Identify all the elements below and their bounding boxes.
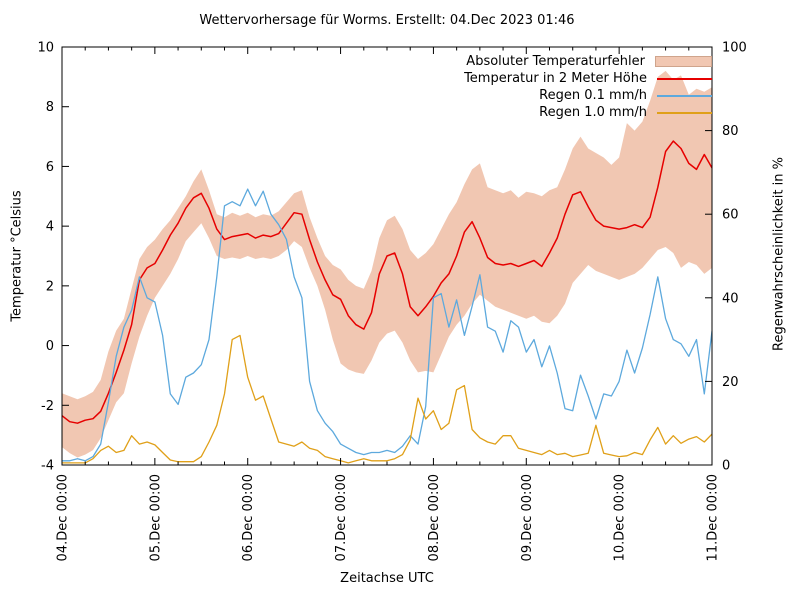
legend-label-temperature: Temperatur in 2 Meter Höhe bbox=[464, 71, 647, 86]
legend-label-rain-01: Regen 0.1 mm/h bbox=[539, 88, 647, 103]
x-tick-label: 04.Dec 00:00 bbox=[56, 474, 71, 561]
y-left-tick-label: 8 bbox=[46, 100, 54, 115]
x-tick-label: 10.Dec 00:00 bbox=[613, 474, 628, 561]
legend-item-rain-01: Regen 0.1 mm/h bbox=[464, 87, 712, 104]
temperature-line bbox=[62, 140, 712, 424]
legend-label-temperature-error: Absoluter Temperaturfehler bbox=[466, 54, 645, 69]
y-right-tick-label: 100 bbox=[722, 41, 747, 56]
y-axis-title-right: Regenwahrscheinlichkeit in % bbox=[771, 157, 787, 351]
x-tick-label: 07.Dec 00:00 bbox=[334, 474, 349, 561]
x-tick-label: 08.Dec 00:00 bbox=[427, 474, 442, 561]
legend: Absoluter Temperaturfehler Temperatur in… bbox=[464, 53, 712, 121]
y-left-tick-label: 2 bbox=[46, 279, 54, 294]
legend-swatch-error-band bbox=[655, 56, 712, 67]
y-left-tick-label: 4 bbox=[46, 220, 54, 235]
y-left-tick-label: 6 bbox=[46, 160, 54, 175]
x-tick-label: 11.Dec 00:00 bbox=[706, 474, 721, 561]
legend-line-temperature bbox=[657, 77, 712, 80]
rain-10-line bbox=[62, 334, 712, 464]
y-left-tick-label: -2 bbox=[41, 399, 54, 414]
x-tick-label: 05.Dec 00:00 bbox=[148, 474, 163, 561]
y-axis-title-left: Temperatur °Celsius bbox=[9, 190, 25, 322]
legend-item-temperature-error: Absoluter Temperaturfehler bbox=[464, 53, 712, 70]
y-right-tick-label: 80 bbox=[722, 124, 739, 139]
rain-01-line bbox=[62, 188, 712, 462]
x-tick-label: 09.Dec 00:00 bbox=[520, 474, 535, 561]
legend-line-rain-10 bbox=[657, 111, 712, 114]
legend-item-rain-10: Regen 1.0 mm/h bbox=[464, 104, 712, 121]
y-left-tick-label: 0 bbox=[46, 339, 54, 354]
y-right-tick-label: 40 bbox=[722, 291, 739, 306]
legend-label-rain-10: Regen 1.0 mm/h bbox=[539, 105, 647, 120]
x-axis-title: Zeitachse UTC bbox=[340, 571, 434, 586]
y-left-tick-label: -4 bbox=[41, 459, 54, 474]
temperature-error-band bbox=[62, 70, 712, 458]
legend-item-temperature: Temperatur in 2 Meter Höhe bbox=[464, 70, 712, 87]
chart-title: Wettervorhersage für Worms. Erstellt: 04… bbox=[199, 13, 575, 28]
y-right-tick-label: 0 bbox=[722, 459, 730, 474]
y-right-tick-label: 20 bbox=[722, 375, 739, 390]
y-left-tick-label: 10 bbox=[37, 41, 54, 56]
legend-line-rain-01 bbox=[657, 94, 712, 97]
y-right-tick-label: 60 bbox=[722, 208, 739, 223]
x-tick-label: 06.Dec 00:00 bbox=[241, 474, 256, 561]
plot-area bbox=[62, 70, 712, 464]
